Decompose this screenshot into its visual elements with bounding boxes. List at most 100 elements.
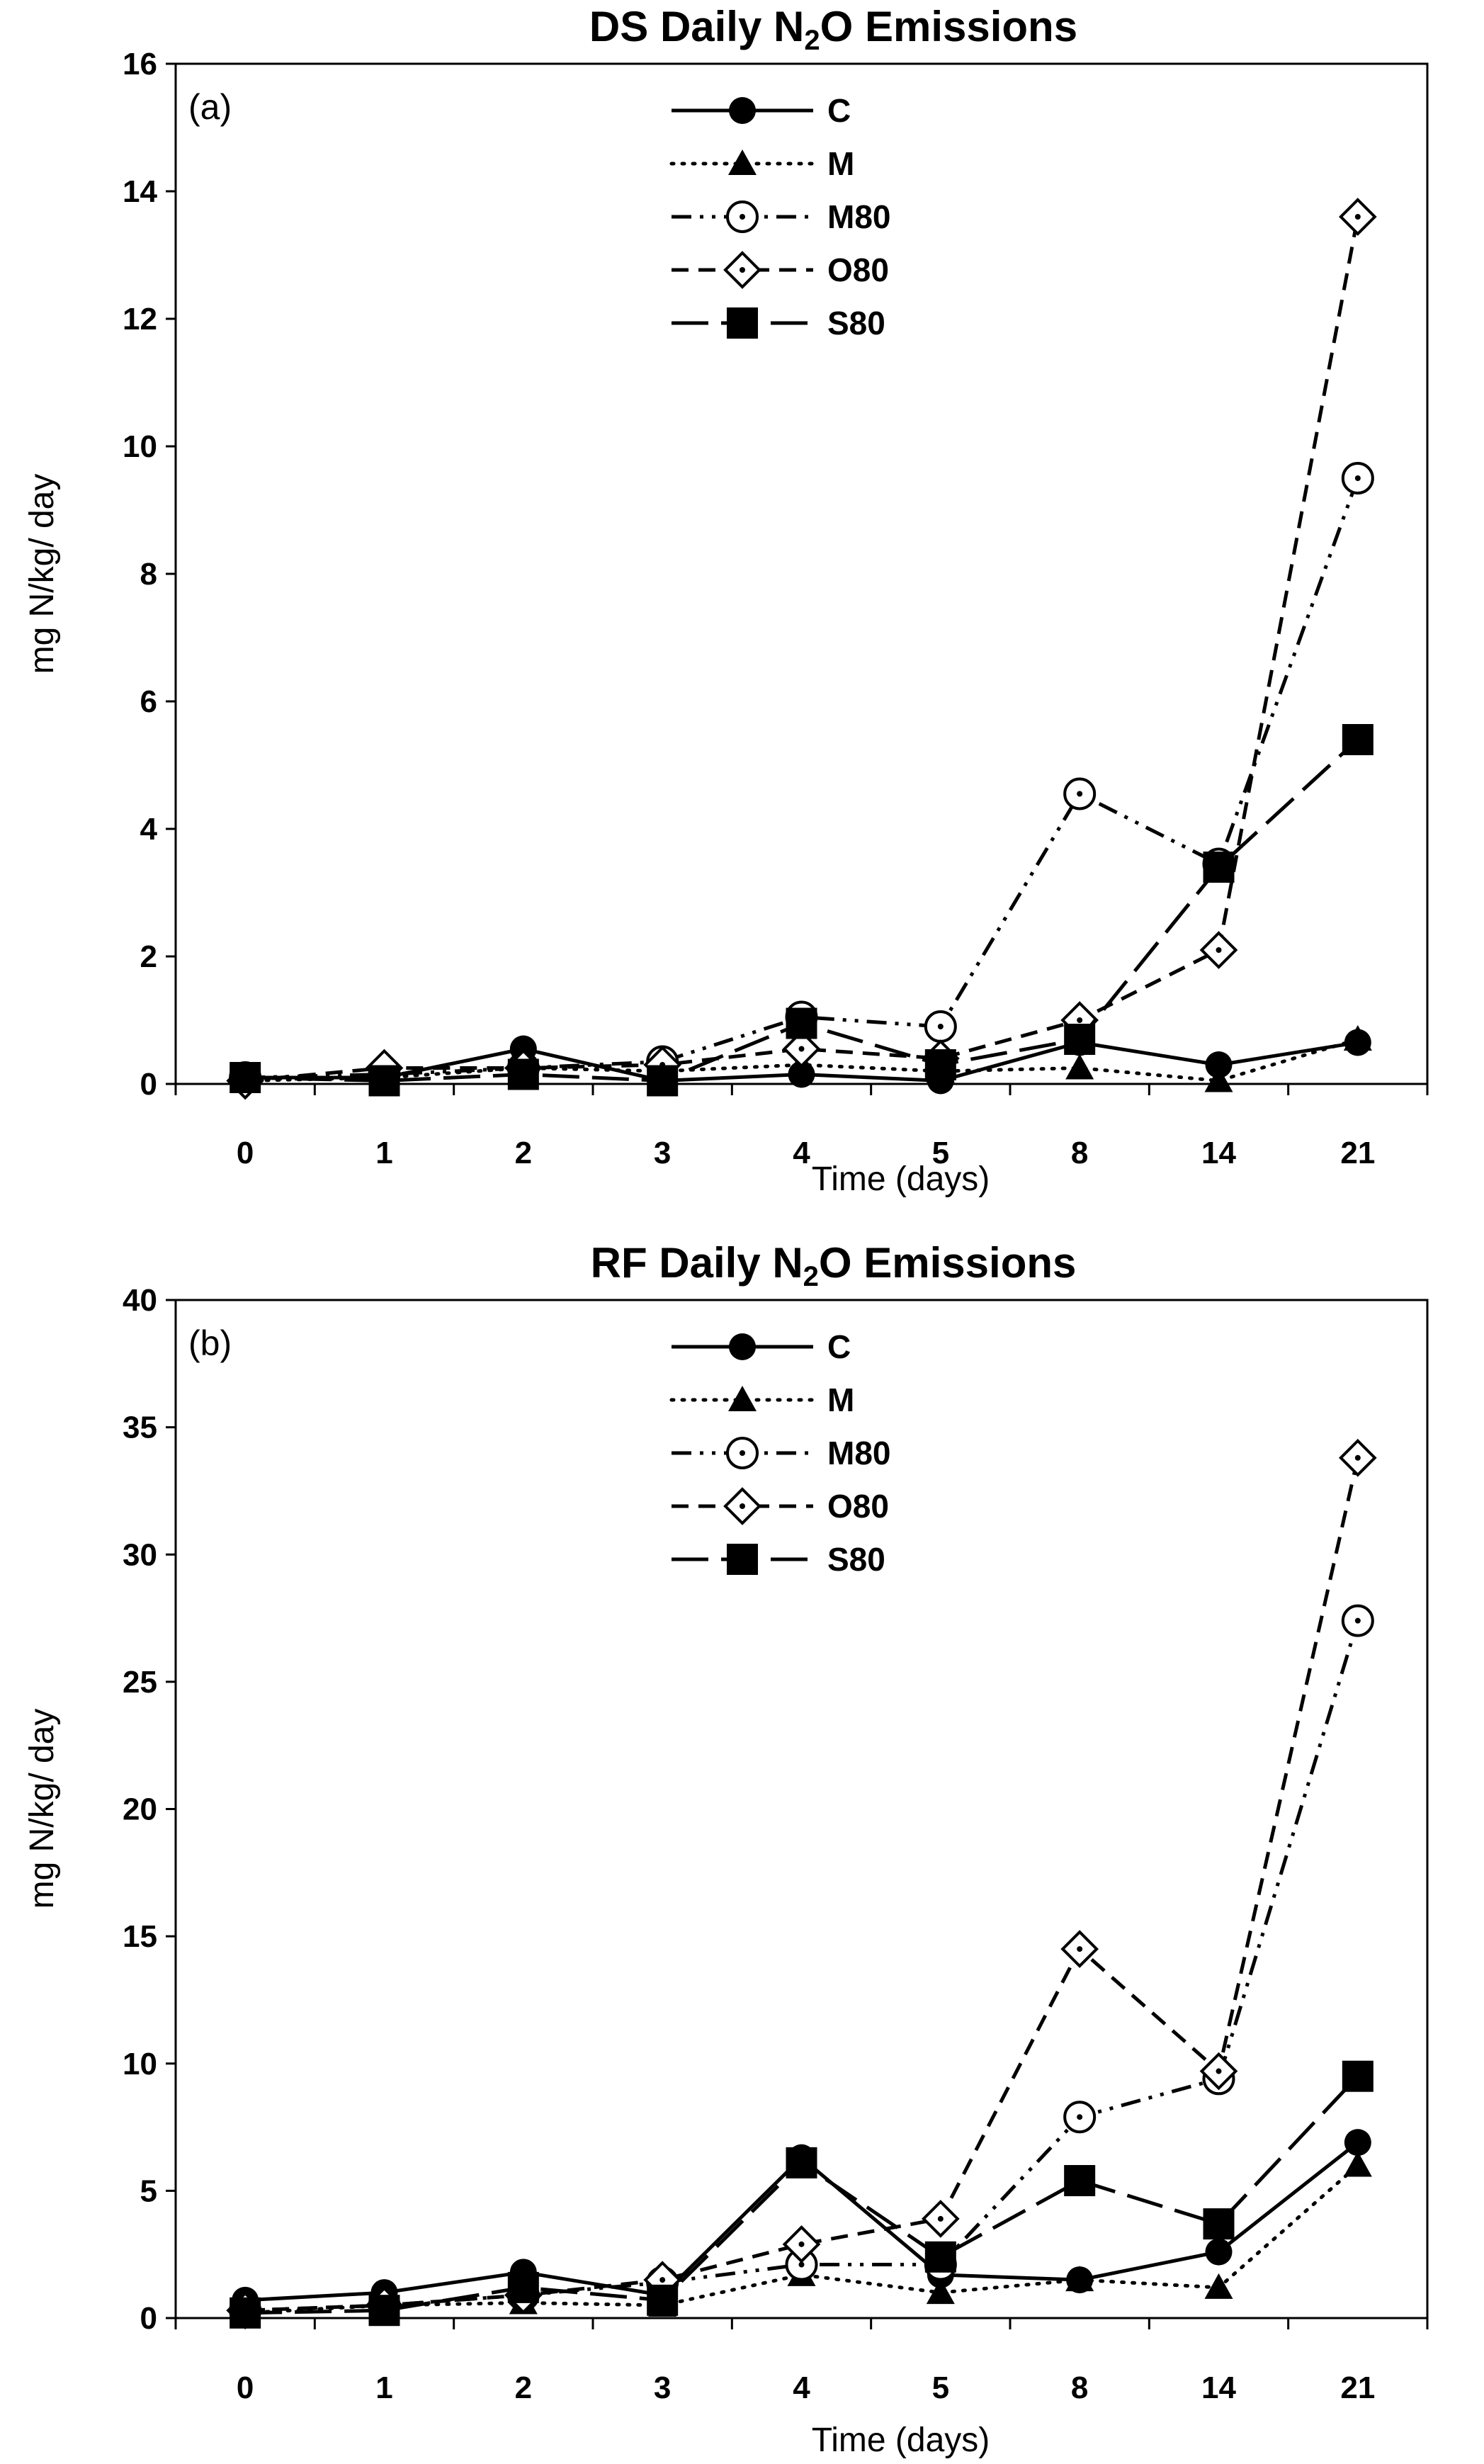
- y-tick-label: 40: [123, 1283, 157, 1318]
- x-tick-label: 2: [515, 1136, 532, 1170]
- x-tick-label: 5: [932, 1136, 949, 1170]
- series-s80-b: [230, 2060, 1373, 2329]
- legend-marker-o80: [723, 251, 761, 289]
- series-line-o80: [245, 1457, 1360, 2312]
- x-tick-label: 0: [237, 1136, 254, 1170]
- data-point-o80-14-center: [1216, 947, 1222, 953]
- y-tick-label: 30: [123, 1537, 157, 1572]
- data-point-m80-8-center: [1077, 791, 1083, 797]
- data-point-o80-4: [782, 2225, 821, 2264]
- legend-marker-m80: [726, 200, 759, 233]
- data-point-s80-8: [1064, 1024, 1096, 1055]
- series-s80-a: [230, 724, 1373, 1097]
- data-point-c-14: [1205, 1051, 1233, 1078]
- data-point-o80-5-center: [937, 2215, 944, 2222]
- x-tick-label: 8: [1071, 2370, 1088, 2405]
- y-tick-label: 20: [123, 1792, 157, 1827]
- data-point-s80-1: [368, 2295, 400, 2327]
- legend-label-s80: S80: [827, 305, 885, 341]
- legend-marker-o80: [723, 1487, 761, 1525]
- plot-frame-a: [174, 62, 1429, 1085]
- x-tick-label: 14: [1201, 1136, 1236, 1170]
- data-point-o80-8-center: [1077, 1946, 1083, 1952]
- legend-marker-c: [729, 97, 756, 124]
- data-point-o80-3-center: [659, 2277, 666, 2283]
- data-point-o80-8-center: [1077, 1017, 1083, 1023]
- data-point-c-14: [1205, 2238, 1233, 2266]
- data-point-m-14: [1204, 2273, 1233, 2299]
- y-tick-label: 16: [123, 47, 157, 81]
- x-tick-label: 14: [1201, 2370, 1236, 2405]
- y-tick-label: 10: [123, 2047, 157, 2081]
- panel-label-b: (b): [188, 1323, 232, 1363]
- data-point-o80-4: [782, 1029, 821, 1068]
- legend-label-c: C: [827, 92, 851, 129]
- legend-label-m: M: [827, 1381, 854, 1418]
- data-point-c-21: [1344, 2129, 1371, 2157]
- data-point-s80-21: [1342, 2060, 1373, 2092]
- data-point-m-5: [926, 2278, 955, 2305]
- y-tick-label: 10: [123, 429, 157, 464]
- y-tick-label: 35: [123, 1411, 157, 1445]
- x-tick-label: 21: [1340, 1136, 1375, 1170]
- data-point-m80-4-center: [798, 2261, 805, 2268]
- panel-b: 0 5 10 15 20 25 30 35 40 0 1 2 3 4 5 8 14 21 RF Daily N2O …: [23, 1239, 1429, 2459]
- legend-label-c: C: [827, 1328, 851, 1365]
- legend-a: CM M80 O80 S80: [669, 92, 890, 341]
- panel-label-a: (a): [188, 87, 232, 127]
- y-tick-label: 4: [140, 812, 158, 847]
- data-point-s80-2: [507, 2271, 539, 2303]
- y-tick-label: 14: [123, 174, 157, 209]
- y-tick-label: 8: [140, 557, 157, 592]
- data-point-m80-21-center: [1354, 1617, 1361, 1624]
- data-point-o80-14: [1199, 931, 1238, 969]
- chart-title-b: RF Daily N2O Emissions: [591, 1239, 1077, 1292]
- data-point-o80-21: [1339, 198, 1377, 236]
- series-line-o80: [244, 216, 1360, 1083]
- data-point-o80-21-center: [1354, 1454, 1361, 1461]
- x-tick-label: 3: [654, 2370, 671, 2405]
- legend-marker-m80: [726, 1437, 759, 1469]
- y-tick-label: 0: [140, 1067, 157, 1102]
- legend-marker-o80-center: [740, 1503, 745, 1509]
- data-point-s80-5: [924, 2241, 956, 2273]
- legend-label-o80: O80: [827, 252, 889, 288]
- y-tick-label: 6: [140, 684, 157, 719]
- y-axis-label-b: mg N/kg/ day: [23, 1709, 61, 1909]
- legend-marker-s80: [727, 307, 758, 339]
- data-point-o80-4-center: [798, 1046, 805, 1052]
- data-point-s80-8: [1064, 2165, 1096, 2197]
- data-point-m80-8-center: [1077, 2114, 1083, 2120]
- data-point-m80-5: [924, 1010, 957, 1043]
- y-tick-label: 0: [140, 2301, 157, 2336]
- data-point-s80-3: [647, 2284, 679, 2316]
- data-point-m80-21: [1341, 1604, 1374, 1637]
- x-axis-label-a: Time (days): [812, 1160, 990, 1198]
- y-tick-label: 25: [123, 1665, 157, 1700]
- series-o80-b: [226, 1438, 1377, 2330]
- data-point-s80-14: [1203, 852, 1235, 883]
- data-point-m-14: [1204, 1066, 1233, 1092]
- data-point-o80-14: [1199, 2052, 1238, 2091]
- x-tick-label: 1: [375, 2370, 392, 2405]
- y-tick-label: 5: [140, 2174, 157, 2208]
- data-point-s80-0: [230, 2297, 261, 2329]
- x-tick-label: 2: [515, 2370, 532, 2405]
- x-tick-label: 0: [237, 2370, 254, 2405]
- data-point-s80-21: [1342, 724, 1373, 755]
- series-o80-a: [226, 198, 1377, 1100]
- legend-label-m: M: [827, 145, 854, 182]
- legend-marker-m80-center: [740, 1450, 745, 1456]
- x-tick-label: 4: [793, 2370, 810, 2405]
- legend-marker-s80: [727, 1544, 758, 1575]
- data-point-o80-5: [922, 2200, 960, 2238]
- data-point-o80-14-center: [1216, 2068, 1222, 2074]
- data-point-o80-8: [1060, 1930, 1099, 1968]
- series-line-m80: [245, 1620, 1360, 2312]
- series-line-m: [243, 1037, 1360, 1083]
- y-axis-label-a: mg N/kg/ day: [23, 474, 61, 674]
- data-point-s80-14: [1203, 2208, 1235, 2240]
- data-point-o80-21: [1339, 1438, 1377, 1477]
- y-tick-label: 2: [140, 939, 157, 974]
